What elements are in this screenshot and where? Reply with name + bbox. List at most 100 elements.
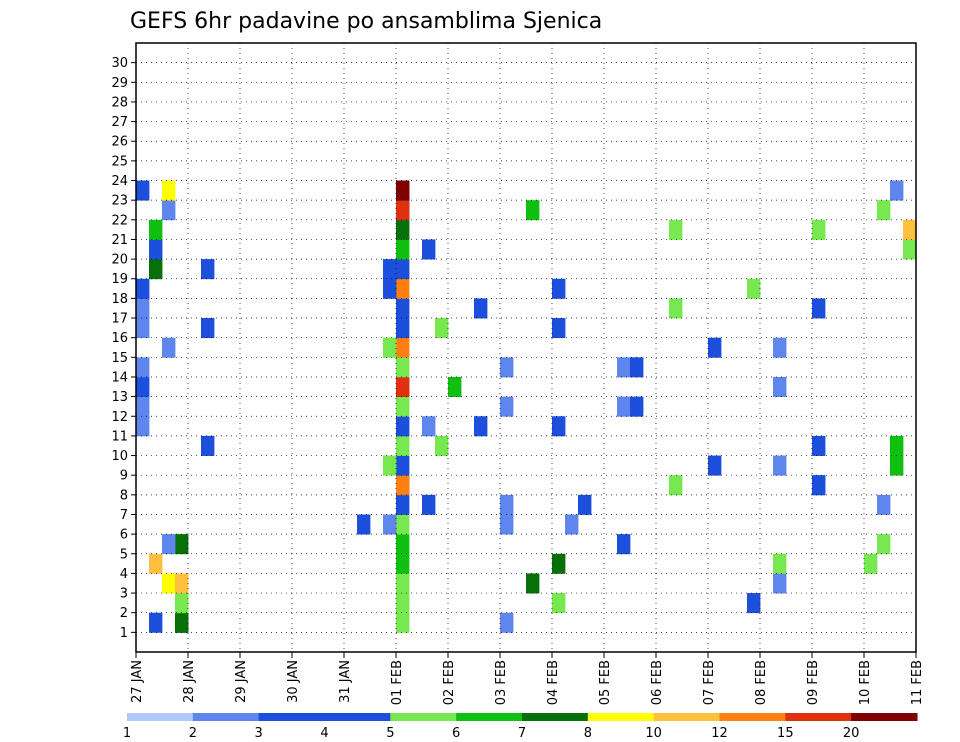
- heatmap-cell: [526, 200, 540, 221]
- heatmap-cell: [396, 376, 410, 398]
- colorbar-label: 15: [777, 726, 794, 741]
- heatmap-cell: [162, 180, 176, 201]
- x-tick-label: 27 JAN: [130, 660, 145, 703]
- heatmap-cell: [396, 514, 410, 535]
- heatmap-cell: [383, 514, 397, 535]
- heatmap-cell: [552, 553, 566, 574]
- heatmap-cell: [500, 357, 514, 378]
- heatmap-cell: [162, 337, 176, 358]
- x-tick-label: 29 JAN: [234, 660, 249, 703]
- heatmap-cell: [162, 534, 176, 555]
- heatmap-cell: [578, 494, 592, 515]
- y-tick-label: 24: [111, 174, 128, 189]
- y-tick-label: 21: [111, 233, 128, 248]
- heatmap-cell: [552, 278, 566, 299]
- heatmap-cell: [396, 278, 410, 299]
- colorbar-label: 7: [518, 726, 526, 741]
- colorbar-label: 8: [584, 726, 592, 741]
- x-tick-label: 02 FEB: [442, 660, 457, 705]
- y-tick-label: 18: [111, 292, 128, 307]
- heatmap-cell: [669, 475, 683, 496]
- heatmap-cell: [474, 298, 488, 319]
- colorbar-swatch: [324, 713, 391, 721]
- x-axis-ticks: 27 JAN 28 JAN 29 JAN 30 JAN 31 JAN 01 FEB 02 F…: [130, 652, 925, 705]
- heatmap-cell: [396, 455, 410, 476]
- heatmap-cell: [474, 416, 488, 437]
- gridlines: [136, 43, 916, 652]
- heatmap-cell: [903, 239, 917, 260]
- heatmap-cell: [773, 337, 787, 358]
- y-tick-label: 3: [120, 587, 128, 602]
- y-tick-label: 5: [120, 547, 128, 562]
- heatmap-cell: [396, 534, 410, 555]
- heatmap-cell: [708, 455, 722, 476]
- colorbar-label: 10: [645, 726, 662, 741]
- heatmap-cell: [396, 416, 410, 437]
- heatmap-cell: [435, 318, 449, 339]
- colorbar-swatch: [192, 713, 260, 721]
- heatmap-cell: [136, 298, 150, 319]
- heatmap-cell: [500, 514, 514, 535]
- heatmap-cell: [747, 278, 761, 299]
- x-tick-label: 03 FEB: [494, 660, 509, 705]
- heatmap-cell: [812, 475, 826, 496]
- colorbar-label: 6: [452, 726, 460, 741]
- y-tick-label: 2: [120, 606, 128, 621]
- heatmap-cell: [747, 593, 761, 614]
- heatmap-cell: [396, 219, 410, 240]
- x-tick-label: 10 FEB: [858, 660, 873, 705]
- y-tick-label: 30: [111, 56, 128, 71]
- heatmap-cell: [162, 200, 176, 221]
- heatmap-cell: [630, 396, 644, 417]
- heatmap-cell: [396, 200, 410, 221]
- x-tick-label: 11 FEB: [910, 660, 925, 705]
- y-tick-label: 1: [120, 626, 128, 641]
- heatmap-cell: [383, 259, 397, 280]
- y-tick-label: 28: [111, 95, 128, 110]
- heatmap-cell: [201, 259, 215, 280]
- y-tick-label: 4: [120, 567, 128, 582]
- colorbar-label: 20: [843, 726, 860, 741]
- colorbar-swatch: [587, 713, 655, 721]
- colorbar-swatch: [851, 713, 918, 721]
- heatmap-cell: [136, 396, 150, 417]
- heatmap-cell: [396, 494, 410, 515]
- heatmap-cell: [175, 612, 189, 633]
- heatmap-cell: [175, 593, 189, 614]
- colorbar-swatch: [390, 713, 457, 721]
- heatmap-cell: [773, 376, 787, 398]
- heatmap-cell: [526, 573, 540, 594]
- y-tick-label: 19: [111, 272, 128, 287]
- x-tick-label: 08 FEB: [754, 660, 769, 705]
- heatmap-cell: [877, 534, 891, 555]
- colorbar-swatch: [127, 713, 194, 721]
- y-tick-label: 29: [111, 76, 128, 91]
- y-tick-label: 22: [111, 213, 128, 228]
- heatmap-cell: [877, 494, 891, 515]
- heatmap-cell: [396, 318, 410, 339]
- heatmap-cell: [903, 219, 917, 240]
- heatmap-cell: [812, 219, 826, 240]
- heatmap-cell: [136, 416, 150, 437]
- heatmap-cell: [396, 475, 410, 496]
- heatmap-cell: [136, 357, 150, 378]
- heatmap-cell: [201, 318, 215, 339]
- heatmap-cell: [890, 180, 904, 201]
- y-tick-label: 11: [111, 429, 128, 444]
- colorbar-label: 3: [255, 726, 263, 741]
- colorbar-swatch: [719, 713, 786, 721]
- heatmap-cell: [175, 573, 189, 594]
- y-tick-label: 20: [111, 253, 128, 268]
- heatmap-cell: [422, 416, 436, 437]
- heatmap-cell: [773, 553, 787, 574]
- heatmap-cell: [708, 337, 722, 358]
- heatmap-cell: [383, 278, 397, 299]
- heatmap-cell: [136, 318, 150, 339]
- heatmap-cell: [201, 435, 215, 456]
- y-tick-label: 14: [111, 370, 128, 385]
- heatmap-cell: [435, 435, 449, 456]
- heatmap-cell: [396, 593, 410, 614]
- heatmap-cell: [357, 514, 371, 535]
- heatmap-cell: [448, 376, 462, 398]
- heatmap-cell: [617, 396, 631, 417]
